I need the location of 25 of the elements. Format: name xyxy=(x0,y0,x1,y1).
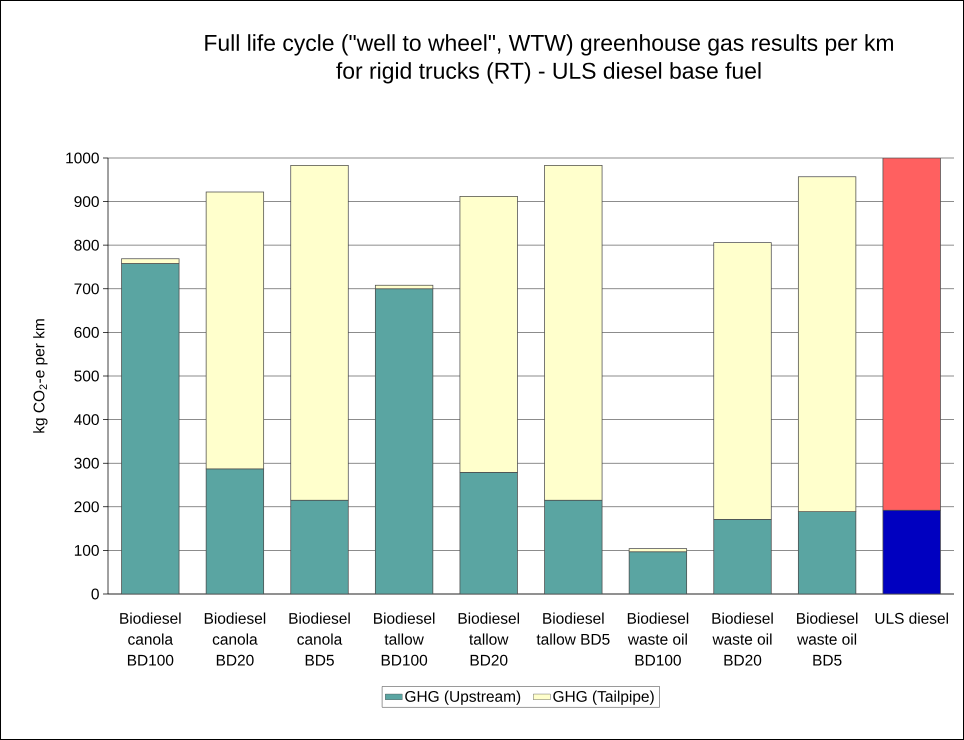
y-tick-label: 900 xyxy=(74,196,99,208)
y-tick-label: 0 xyxy=(92,588,99,600)
x-tick-label: Biodiesel canola BD5 xyxy=(289,612,350,666)
y-tick-label: 400 xyxy=(74,414,99,426)
y-tick-label: 200 xyxy=(74,501,99,512)
x-tick-label: Biodiesel waste oil BD100 xyxy=(628,612,688,666)
chart-title: Full life cycle ("well to wheel", WTW) greenhouse gas results per km for rigid trucks (RT) - ULS diesel base fuel xyxy=(205,34,893,84)
legend-label: GHG (Tailpipe) xyxy=(553,690,654,705)
y-tick-label: 300 xyxy=(74,458,99,469)
y-tick-label: 800 xyxy=(74,240,99,251)
x-tick-label: Biodiesel canola BD100 xyxy=(120,612,181,666)
x-tick-label: Biodiesel tallow BD100 xyxy=(374,612,434,666)
x-tick-label: ULS diesel xyxy=(876,612,948,624)
y-tick-label: 500 xyxy=(74,370,99,382)
x-tick-label: Biodiesel tallow BD20 xyxy=(458,612,519,666)
y-axis-title: kg CO$_{2}$-e per km xyxy=(33,319,48,433)
y-tick-label: 100 xyxy=(74,544,99,556)
x-tick-label: Biodiesel canola BD20 xyxy=(204,612,266,666)
legend-label: GHG (Upstream) xyxy=(405,690,520,705)
y-tick-label: 600 xyxy=(74,326,99,338)
y-tick-label: 1000 xyxy=(66,152,99,164)
x-tick-label: Biodiesel waste oil BD5 xyxy=(797,612,858,666)
x-tick-label: Biodiesel tallow BD5 xyxy=(536,612,610,645)
x-tick-label: Biodiesel waste oil BD20 xyxy=(712,612,773,666)
y-tick-label: 700 xyxy=(74,283,99,294)
